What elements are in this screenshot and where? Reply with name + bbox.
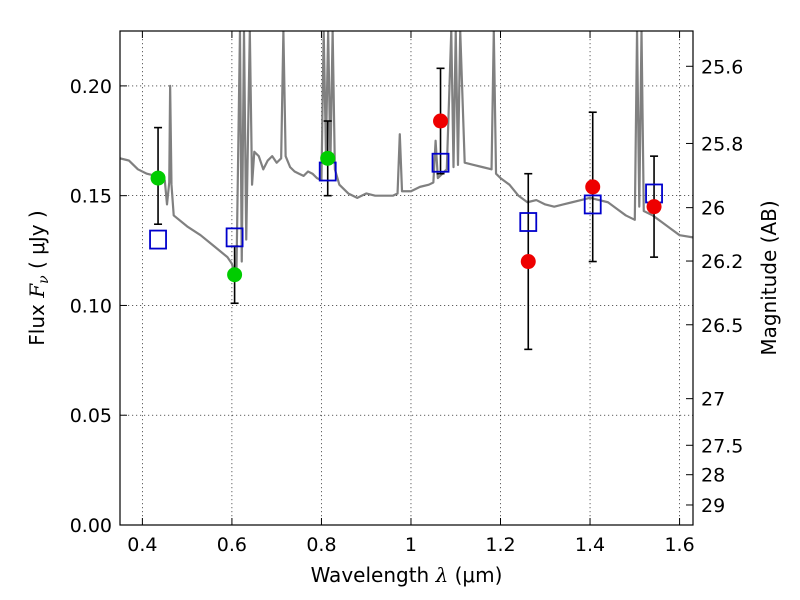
axis-labels: Wavelength λ (μm) Flux Fν ( μJy ) Magnit… [25,200,781,587]
y-tick-label: 0.05 [70,405,112,427]
right-tick-label: 25.6 [701,56,743,78]
x-axis-label: Wavelength λ (μm) [311,563,503,587]
plot-frame [119,30,694,526]
right-tick-label: 27 [701,389,725,411]
observed-flux-point-red [585,179,601,195]
right-tick-label: 25.8 [701,133,743,155]
model-flux-square [583,194,602,215]
model-flux-square [225,227,244,248]
observed-flux-point-red [646,199,662,215]
x-tick-label: 1.6 [664,534,694,556]
x-tick-label: 1.2 [485,534,515,556]
right-tick-label: 26.2 [701,251,743,273]
x-tick-label: 1 [405,534,417,556]
x-tick-label: 0.8 [306,534,336,556]
y-tick-label: 0.00 [70,515,112,537]
right-tick-label: 29 [701,495,725,517]
plot-area [120,31,693,351]
y-tick-label: 0.20 [70,76,112,98]
model-flux-square [519,212,538,232]
observed-flux-point-green [227,267,243,283]
observed-flux-point-red [520,254,536,270]
x-tick-label: 0.4 [127,534,157,556]
right-tick-label: 28 [701,465,725,487]
y-tick-label: 0.15 [70,186,112,208]
right-tick-label: 26.5 [701,315,743,337]
observed-flux-point-red [433,113,449,129]
axes: 0.4 0.6 0.8 1 1.2 1.4 1.6 0.00 0.05 0.10 0.15 0.20 2… [70,30,743,556]
y-tick-label: 0.10 [70,295,112,317]
right-tick-label: 26 [701,198,725,220]
right-axis-label: Magnitude (AB) [757,200,781,355]
model-flux-square [431,152,450,173]
observed-flux-point-green [150,170,166,186]
x-tick-label: 1.4 [575,534,605,556]
model-flux-square [149,229,167,250]
y-axis-label: Flux Fν ( μJy ) [25,210,52,345]
x-tick-label: 0.6 [217,534,247,556]
right-tick-label: 27.5 [701,435,743,457]
observed-flux-point-green [320,150,336,166]
